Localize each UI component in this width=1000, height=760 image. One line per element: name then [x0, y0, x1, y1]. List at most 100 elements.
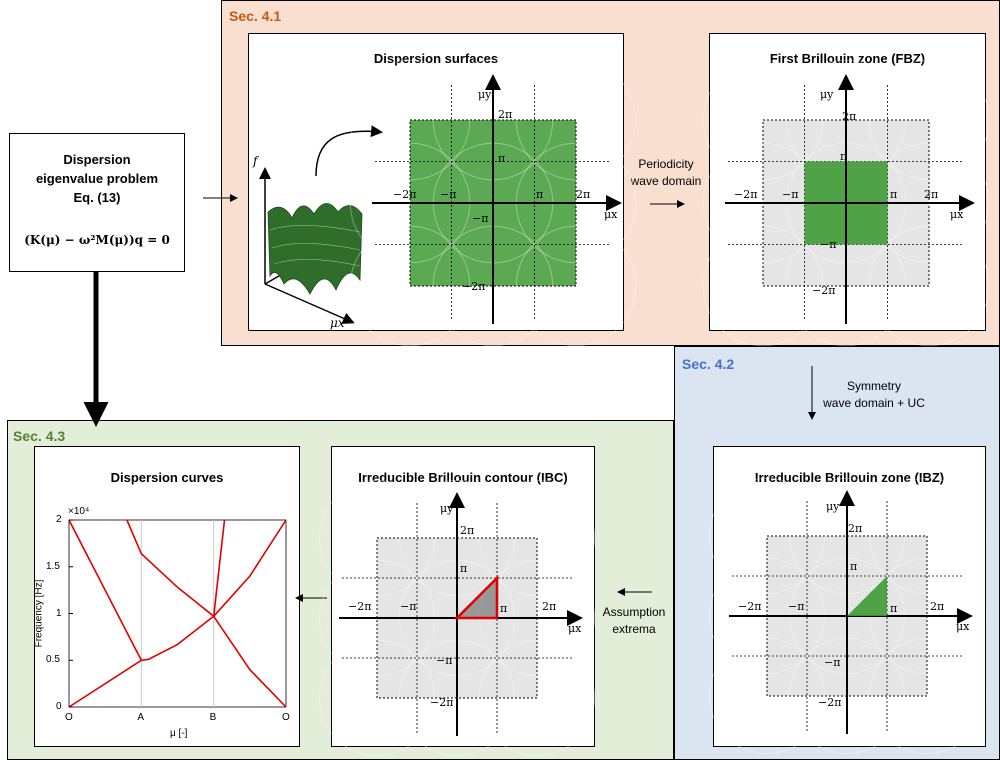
tick-neg-pi-x: −π	[788, 600, 805, 613]
tick-neg-2pi-x: −2π	[738, 600, 762, 613]
tick-2pi-x: 2π	[542, 600, 557, 613]
tick-pi-y: π	[460, 562, 468, 575]
tick-2pi-x: 2π	[924, 188, 939, 201]
tick-neg-2pi-y: −2π	[462, 280, 486, 293]
y-tick-label: 0	[56, 701, 62, 712]
mu-x-label: μx	[950, 208, 964, 221]
periodicity-note: Periodicity wave domain	[620, 156, 712, 190]
mu-x-label: μx	[568, 622, 582, 635]
lens-arc	[318, 639, 436, 757]
lens-arc	[868, 477, 986, 595]
x-tick-label: O	[65, 712, 73, 723]
lens-arc	[318, 479, 436, 597]
note-line: Assumption	[602, 605, 666, 619]
tick-neg-pi-x: −π	[440, 188, 457, 201]
tick-neg-2pi-y: −2π	[812, 284, 836, 297]
series-line-0	[68, 659, 142, 708]
panel-title: First Brillouin zone (FBZ)	[769, 51, 926, 66]
series-line-6	[212, 519, 226, 617]
lens-arc	[515, 225, 637, 347]
lens-arc	[708, 637, 826, 755]
panel-title: Dispersion curves	[110, 470, 224, 485]
mu-y-label: μy	[440, 502, 454, 515]
tick-neg-2pi-x: −2π	[393, 188, 417, 201]
tick-neg-pi-x: −π	[782, 188, 799, 201]
f-axis-label: f	[253, 154, 258, 168]
problem-title-line1: Dispersion	[63, 152, 131, 167]
chart-frame	[68, 519, 287, 708]
y-tick-label: 1.5	[46, 560, 60, 572]
lens-arc	[702, 59, 824, 181]
curves-multiplier: ×10⁴	[68, 506, 90, 517]
lens-arc	[702, 225, 824, 347]
lens-arc	[868, 225, 990, 347]
y-tick-label: 0.5	[46, 654, 60, 666]
tick-pi-x: π	[890, 602, 898, 615]
lens-arc	[515, 59, 637, 181]
series-line-3	[126, 519, 215, 617]
mu-x-label: μx	[604, 208, 618, 221]
tick-neg-pi-y: −π	[820, 238, 837, 251]
tick-2pi-x: 2π	[930, 600, 945, 613]
mu-y-label: μy	[826, 500, 840, 513]
series-line-5	[213, 615, 287, 708]
panel-title: Irreducible Brillouin zone (IBZ)	[754, 470, 945, 485]
lens-arc	[349, 225, 471, 347]
series-line-1	[68, 519, 143, 661]
note-line: Periodicity	[638, 157, 694, 171]
note-line: extrema	[612, 622, 656, 636]
ibz-region	[847, 576, 887, 616]
panel-title: Irreducible Brillouin contour (IBC)	[358, 470, 568, 485]
y-tick-label: 1	[56, 607, 62, 619]
x-tick-label: B	[209, 712, 217, 723]
tick-neg-pi-y: −π	[824, 656, 841, 669]
mu-y-label: μy	[820, 88, 834, 101]
ibc-contour	[453, 574, 499, 620]
tick-neg-2pi-y: −2π	[818, 696, 842, 709]
lens-arc	[708, 477, 826, 595]
plane-surfaces	[349, 59, 637, 347]
mu-x-label: μx	[956, 620, 970, 633]
section-4-3-label: Sec. 4.3	[13, 428, 66, 444]
tick-2pi-y: 2π	[460, 524, 475, 537]
plane-fbz	[702, 59, 990, 347]
plane-ibc	[318, 479, 596, 757]
mu-y-label: μy	[478, 88, 492, 101]
series-line-4	[213, 519, 287, 617]
note-line: wave domain	[630, 174, 702, 188]
symmetry-note: Symmetry wave domain + UC	[814, 378, 934, 412]
tick-2pi-x: 2π	[576, 188, 591, 201]
tick-neg-2pi-x: −2π	[734, 188, 758, 201]
tick-pi-x: π	[536, 188, 544, 201]
dispersion-surface-3d	[259, 167, 363, 324]
tick-2pi-y: 2π	[498, 108, 513, 121]
arrow-surface-to-plane	[315, 125, 383, 177]
lens-arc	[349, 59, 471, 181]
tick-pi-y: π	[498, 152, 506, 165]
problem-title-line3: Eq. (13)	[73, 190, 121, 205]
tick-neg-pi-x: −π	[400, 600, 417, 613]
plane-ibz	[708, 477, 986, 755]
eigenvalue-problem-box: Dispersion eigenvalue problem Eq. (13) (…	[9, 133, 185, 272]
section-4-1-label: Sec. 4.1	[229, 8, 282, 24]
y-tick-label: 2	[56, 514, 62, 525]
assumption-note: Assumption extrema	[596, 604, 672, 638]
section-4-2-label: Sec. 4.2	[682, 356, 735, 372]
x-tick-label: O	[282, 712, 290, 723]
lens-arc	[868, 637, 986, 755]
series-line-2	[141, 615, 215, 662]
x-tick-label: A	[137, 712, 144, 723]
lens-arc	[868, 59, 990, 181]
eigenvalue-equation: (K(μ) − ω²M(μ))q = 0	[24, 233, 170, 247]
problem-title-line2: eigenvalue problem	[35, 171, 159, 186]
mu-x-axis-label-3d: μx	[330, 316, 345, 330]
tick-neg-pi-y: −π	[472, 212, 489, 225]
tick-pi-x: π	[500, 602, 508, 615]
tick-pi-x: π	[890, 188, 898, 201]
tick-neg-pi-y: −π	[436, 654, 453, 667]
tick-neg-2pi-x: −2π	[348, 600, 372, 613]
tick-2pi-y: 2π	[848, 522, 863, 535]
note-line: Symmetry	[847, 379, 901, 393]
lens-arc	[478, 639, 596, 757]
